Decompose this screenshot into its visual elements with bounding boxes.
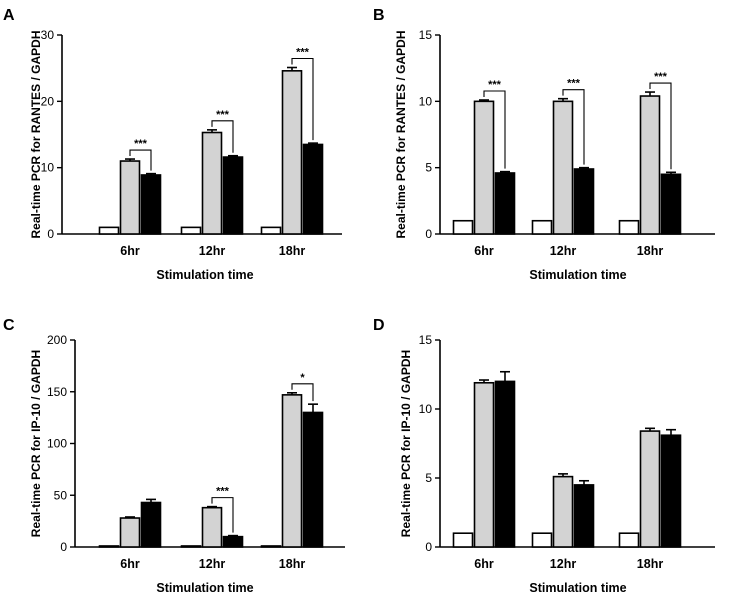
y-tick-label: 30 [41, 28, 55, 42]
significance-bracket [211, 120, 234, 153]
bar-gray [473, 100, 495, 235]
y-axis-title: Real-time PCR for RANTES / GAPDH [29, 30, 43, 238]
x-axis-title: Stimulation time [529, 268, 626, 282]
y-tick-label: 10 [419, 94, 433, 108]
y-tick-label: 15 [419, 333, 433, 347]
category-label: 6hr [474, 557, 494, 571]
significance-label: *** [488, 79, 502, 91]
bar-gray [552, 475, 574, 548]
significance-bracket [483, 90, 506, 169]
x-axis-title: Stimulation time [156, 268, 253, 282]
significance-label: * [300, 372, 305, 384]
bar-white [618, 219, 640, 235]
y-tick-label: 50 [54, 488, 68, 502]
significance-bracket [129, 149, 152, 171]
bar-white [98, 226, 120, 235]
category-label: 12hr [550, 244, 577, 258]
significance-bracket [291, 57, 314, 141]
y-tick-label: 5 [425, 161, 432, 175]
significance-label: *** [654, 71, 668, 83]
y-tick-label: 0 [425, 227, 432, 241]
y-axis-title: Real-time PCR for RANTES / GAPDH [394, 30, 408, 238]
bar-white [531, 532, 553, 548]
bar-white [98, 545, 120, 548]
x-axis-title: Stimulation time [156, 581, 253, 595]
bar-white [452, 532, 474, 548]
bar-black [573, 168, 595, 235]
panel-label: B [373, 7, 385, 24]
bar-white [618, 532, 640, 548]
bar-black [494, 380, 516, 548]
category-label: 6hr [474, 244, 494, 258]
y-tick-label: 0 [425, 540, 432, 554]
significance-bracket [562, 89, 585, 165]
bar-black [222, 156, 244, 235]
category-label: 18hr [637, 557, 664, 571]
category-label: 6hr [120, 244, 140, 258]
bar-black [222, 535, 244, 548]
bar-white [260, 226, 282, 235]
significance-label: *** [134, 138, 148, 150]
bar-gray [201, 506, 223, 548]
y-tick-label: 100 [47, 437, 67, 451]
significance-label: *** [216, 109, 230, 121]
bar-black [494, 172, 516, 235]
significance-label: *** [567, 78, 581, 90]
category-label: 12hr [199, 244, 226, 258]
bar-black [302, 411, 324, 548]
category-label: 18hr [279, 557, 306, 571]
bar-white [531, 219, 553, 235]
bar-black [140, 174, 162, 235]
bar-gray [201, 131, 223, 235]
bar-black [660, 434, 682, 548]
bar-black [573, 484, 595, 548]
panel-label: D [373, 317, 385, 334]
y-tick-label: 0 [47, 227, 54, 241]
bar-gray [552, 100, 574, 235]
bar-black [140, 501, 162, 548]
panel-label: C [3, 317, 15, 334]
y-tick-label: 150 [47, 385, 67, 399]
bar-black [660, 173, 682, 235]
significance-bracket [649, 82, 672, 170]
y-tick-label: 10 [41, 161, 55, 175]
bar-white [452, 219, 474, 235]
bar-white [180, 545, 202, 548]
y-axis-title: Real-time PCR for IP-10 / GAPDH [399, 350, 413, 537]
panel-d: D 0 5 10 15 Real-time PCR for IP-10 / GAPDH St… [373, 317, 715, 595]
category-label: 12hr [199, 557, 226, 571]
category-label: 6hr [120, 557, 140, 571]
category-label: 18hr [637, 244, 664, 258]
x-axis-title: Stimulation time [529, 581, 626, 595]
category-label: 12hr [550, 557, 577, 571]
significance-label: *** [296, 47, 310, 59]
bar-black [302, 143, 324, 235]
bar-gray [281, 70, 303, 235]
bar-gray [473, 381, 495, 548]
y-tick-label: 15 [419, 28, 433, 42]
significance-bracket [291, 383, 314, 402]
category-label: 18hr [279, 244, 306, 258]
bar-gray [639, 430, 661, 548]
bar-gray [281, 394, 303, 548]
panel-c: C 0 50 100 150 200 Real-time PCR for IP-10 / G… [3, 317, 345, 595]
y-tick-label: 0 [60, 540, 67, 554]
y-tick-label: 20 [41, 94, 55, 108]
y-axis-title: Real-time PCR for IP-10 / GAPDH [29, 350, 43, 537]
y-tick-label: 200 [47, 333, 67, 347]
panel-b: B 0 5 10 15 Real-time PCR for RANTES / GAPDH S… [373, 7, 715, 282]
panel-label: A [3, 7, 15, 24]
bar-gray [119, 517, 141, 548]
significance-bracket [211, 497, 234, 533]
significance-label: *** [216, 486, 230, 498]
y-tick-label: 10 [419, 402, 433, 416]
bar-gray [119, 160, 141, 235]
bar-white [260, 545, 282, 548]
y-tick-label: 5 [425, 471, 432, 485]
bar-gray [639, 95, 661, 235]
bar-white [180, 226, 202, 235]
